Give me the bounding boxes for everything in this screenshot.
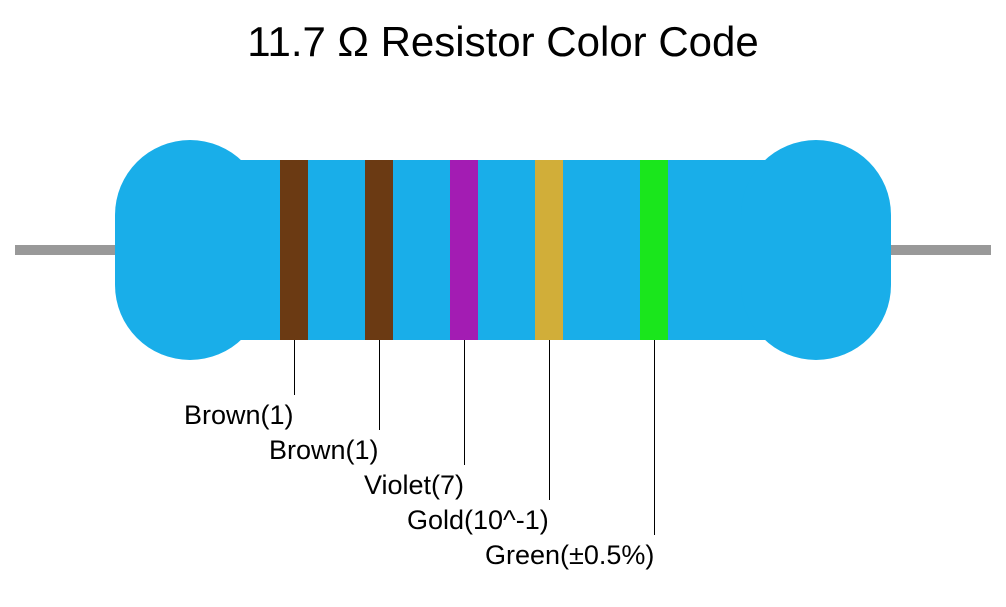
band-digit2-fill [365,160,393,340]
label-digit3: Violet(7) [364,470,464,501]
band-tolerance [640,160,668,560]
leader-digit1 [294,340,295,395]
leader-digit2 [379,340,380,430]
band-digit3-fill [450,160,478,340]
band-digit1 [280,160,308,560]
endcap-right [741,140,891,360]
band-multiplier-fill [535,160,563,340]
label-digit1: Brown(1) [184,400,294,431]
band-digit1-fill [280,160,308,340]
label-multiplier: Gold(10^-1) [407,505,549,536]
label-digit2: Brown(1) [269,435,379,466]
leader-digit3 [464,340,465,465]
leader-tolerance [654,340,655,535]
band-multiplier [535,160,563,560]
label-tolerance: Green(±0.5%) [485,540,654,571]
band-tolerance-fill [640,160,668,340]
leader-multiplier [549,340,550,500]
